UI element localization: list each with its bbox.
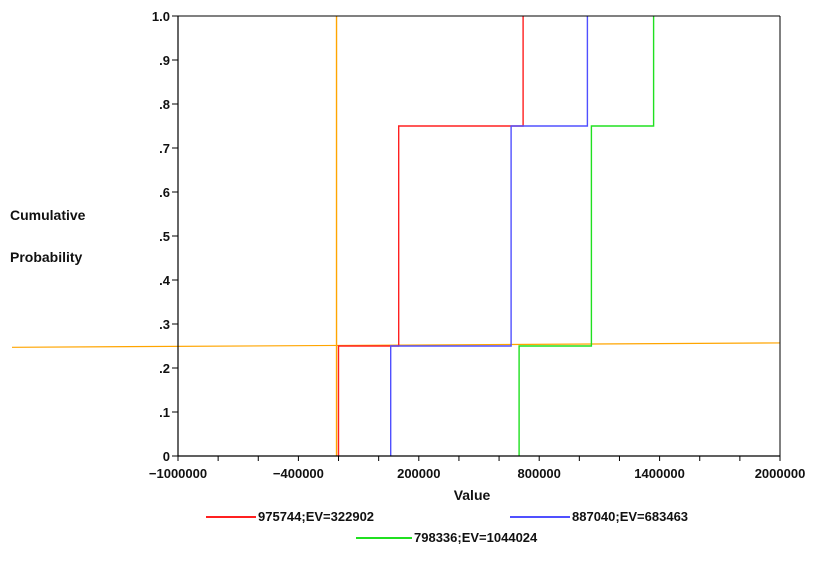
y-tick-label-8: .8	[159, 97, 170, 112]
y-tick-label-0: 0	[163, 449, 170, 464]
axes	[177, 15, 781, 457]
x-axis-title: Value	[454, 487, 491, 503]
series-line-2	[390, 16, 589, 456]
y-tick-label-3: .3	[159, 317, 170, 332]
ticks: 0 .1 .2 .3 .4 .5 .6 .7 .8 .9 1.0 −1000000 −400000 200…	[149, 9, 805, 481]
y-tick-label-5: .5	[159, 229, 170, 244]
legend-label-2: 887040;EV=683463	[572, 509, 688, 524]
series-line-1	[337, 16, 524, 456]
reference-lines	[11, 16, 781, 456]
x-tick-label-2: 200000	[397, 466, 440, 481]
x-tick-label-4: 1400000	[634, 466, 685, 481]
legend-label-1: 975744;EV=322902	[258, 509, 374, 524]
y-tick-label-10: 1.0	[152, 9, 170, 24]
x-tick-label-5: 2000000	[755, 466, 806, 481]
y-tick-label-6: .6	[159, 185, 170, 200]
y-tick-label-7: .7	[159, 141, 170, 156]
x-tick-label-1: −400000	[273, 466, 324, 481]
y-axis-label-line-1: Cumulative	[10, 207, 86, 223]
y-tick-label-1: .1	[159, 405, 170, 420]
series-line-3	[518, 16, 655, 456]
x-tick-label-3: 800000	[518, 466, 561, 481]
reference-line-horizontal	[11, 342, 781, 348]
y-tick-label-4: .4	[159, 273, 171, 288]
legend-label-3: 798336;EV=1044024	[414, 530, 538, 545]
legend: 975744;EV=322902 887040;EV=683463 798336;E…	[206, 509, 688, 545]
series-layer	[337, 16, 655, 456]
y-tick-label-2: .2	[159, 361, 170, 376]
x-tick-label-0: −1000000	[149, 466, 207, 481]
y-axis-label-line-2: Probability	[10, 249, 83, 265]
y-tick-label-9: .9	[159, 53, 170, 68]
